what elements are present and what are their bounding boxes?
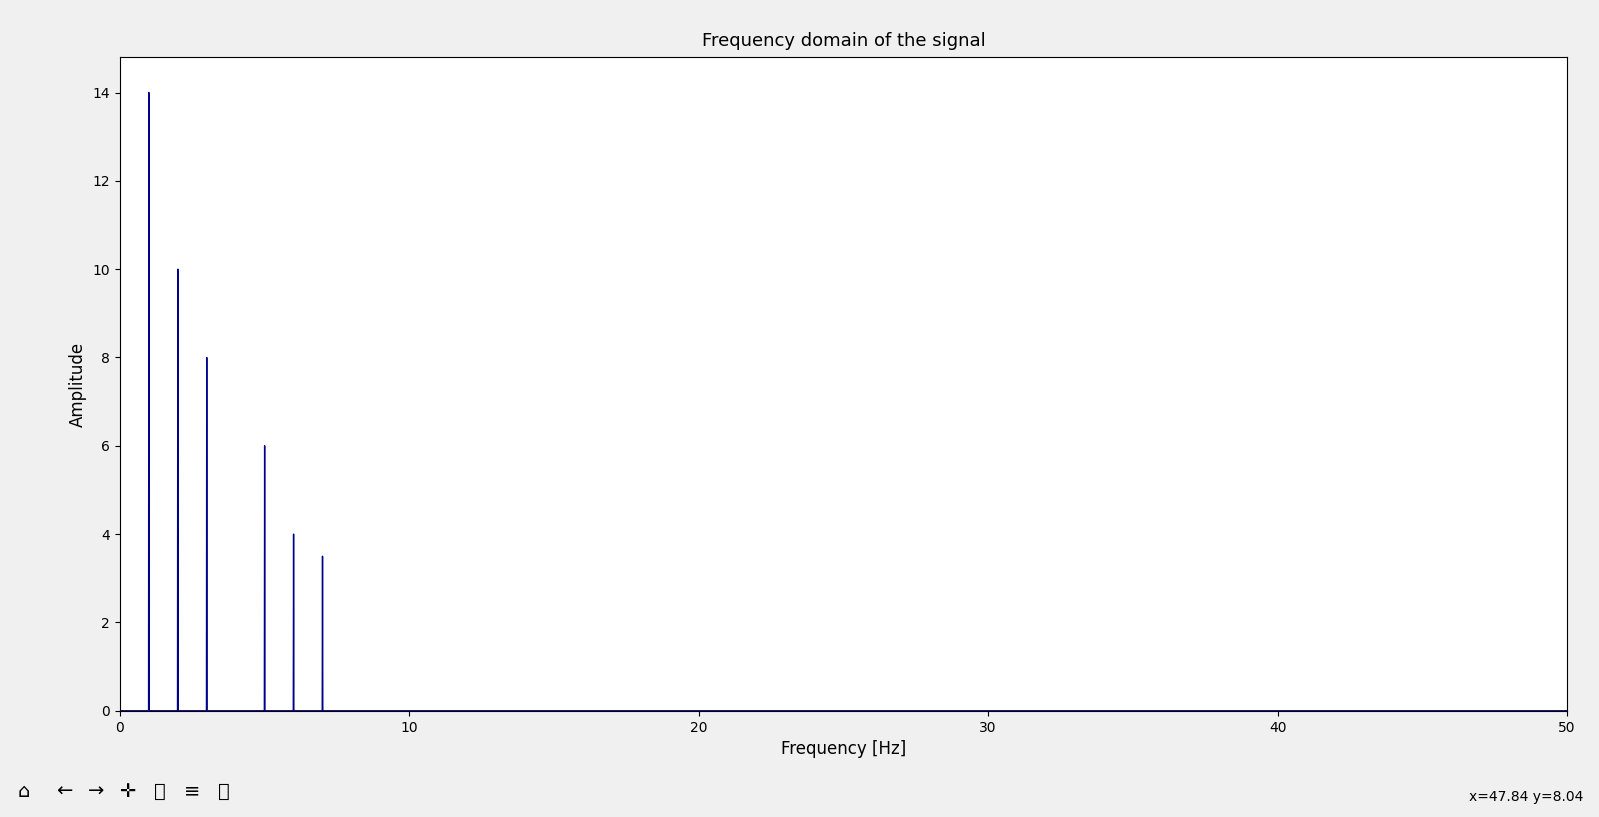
Text: ≡: ≡ — [184, 782, 200, 801]
Text: ⌂: ⌂ — [18, 782, 30, 801]
Text: 🔍: 🔍 — [154, 782, 166, 801]
Text: x=47.84 y=8.04: x=47.84 y=8.04 — [1468, 790, 1583, 804]
Text: ✛: ✛ — [120, 782, 136, 801]
Y-axis label: Amplitude: Amplitude — [69, 342, 86, 426]
Text: 💾: 💾 — [217, 782, 230, 801]
Text: →: → — [88, 782, 104, 801]
X-axis label: Frequency [Hz]: Frequency [Hz] — [780, 740, 907, 758]
Title: Frequency domain of the signal: Frequency domain of the signal — [702, 32, 985, 50]
Text: ←: ← — [56, 782, 72, 801]
